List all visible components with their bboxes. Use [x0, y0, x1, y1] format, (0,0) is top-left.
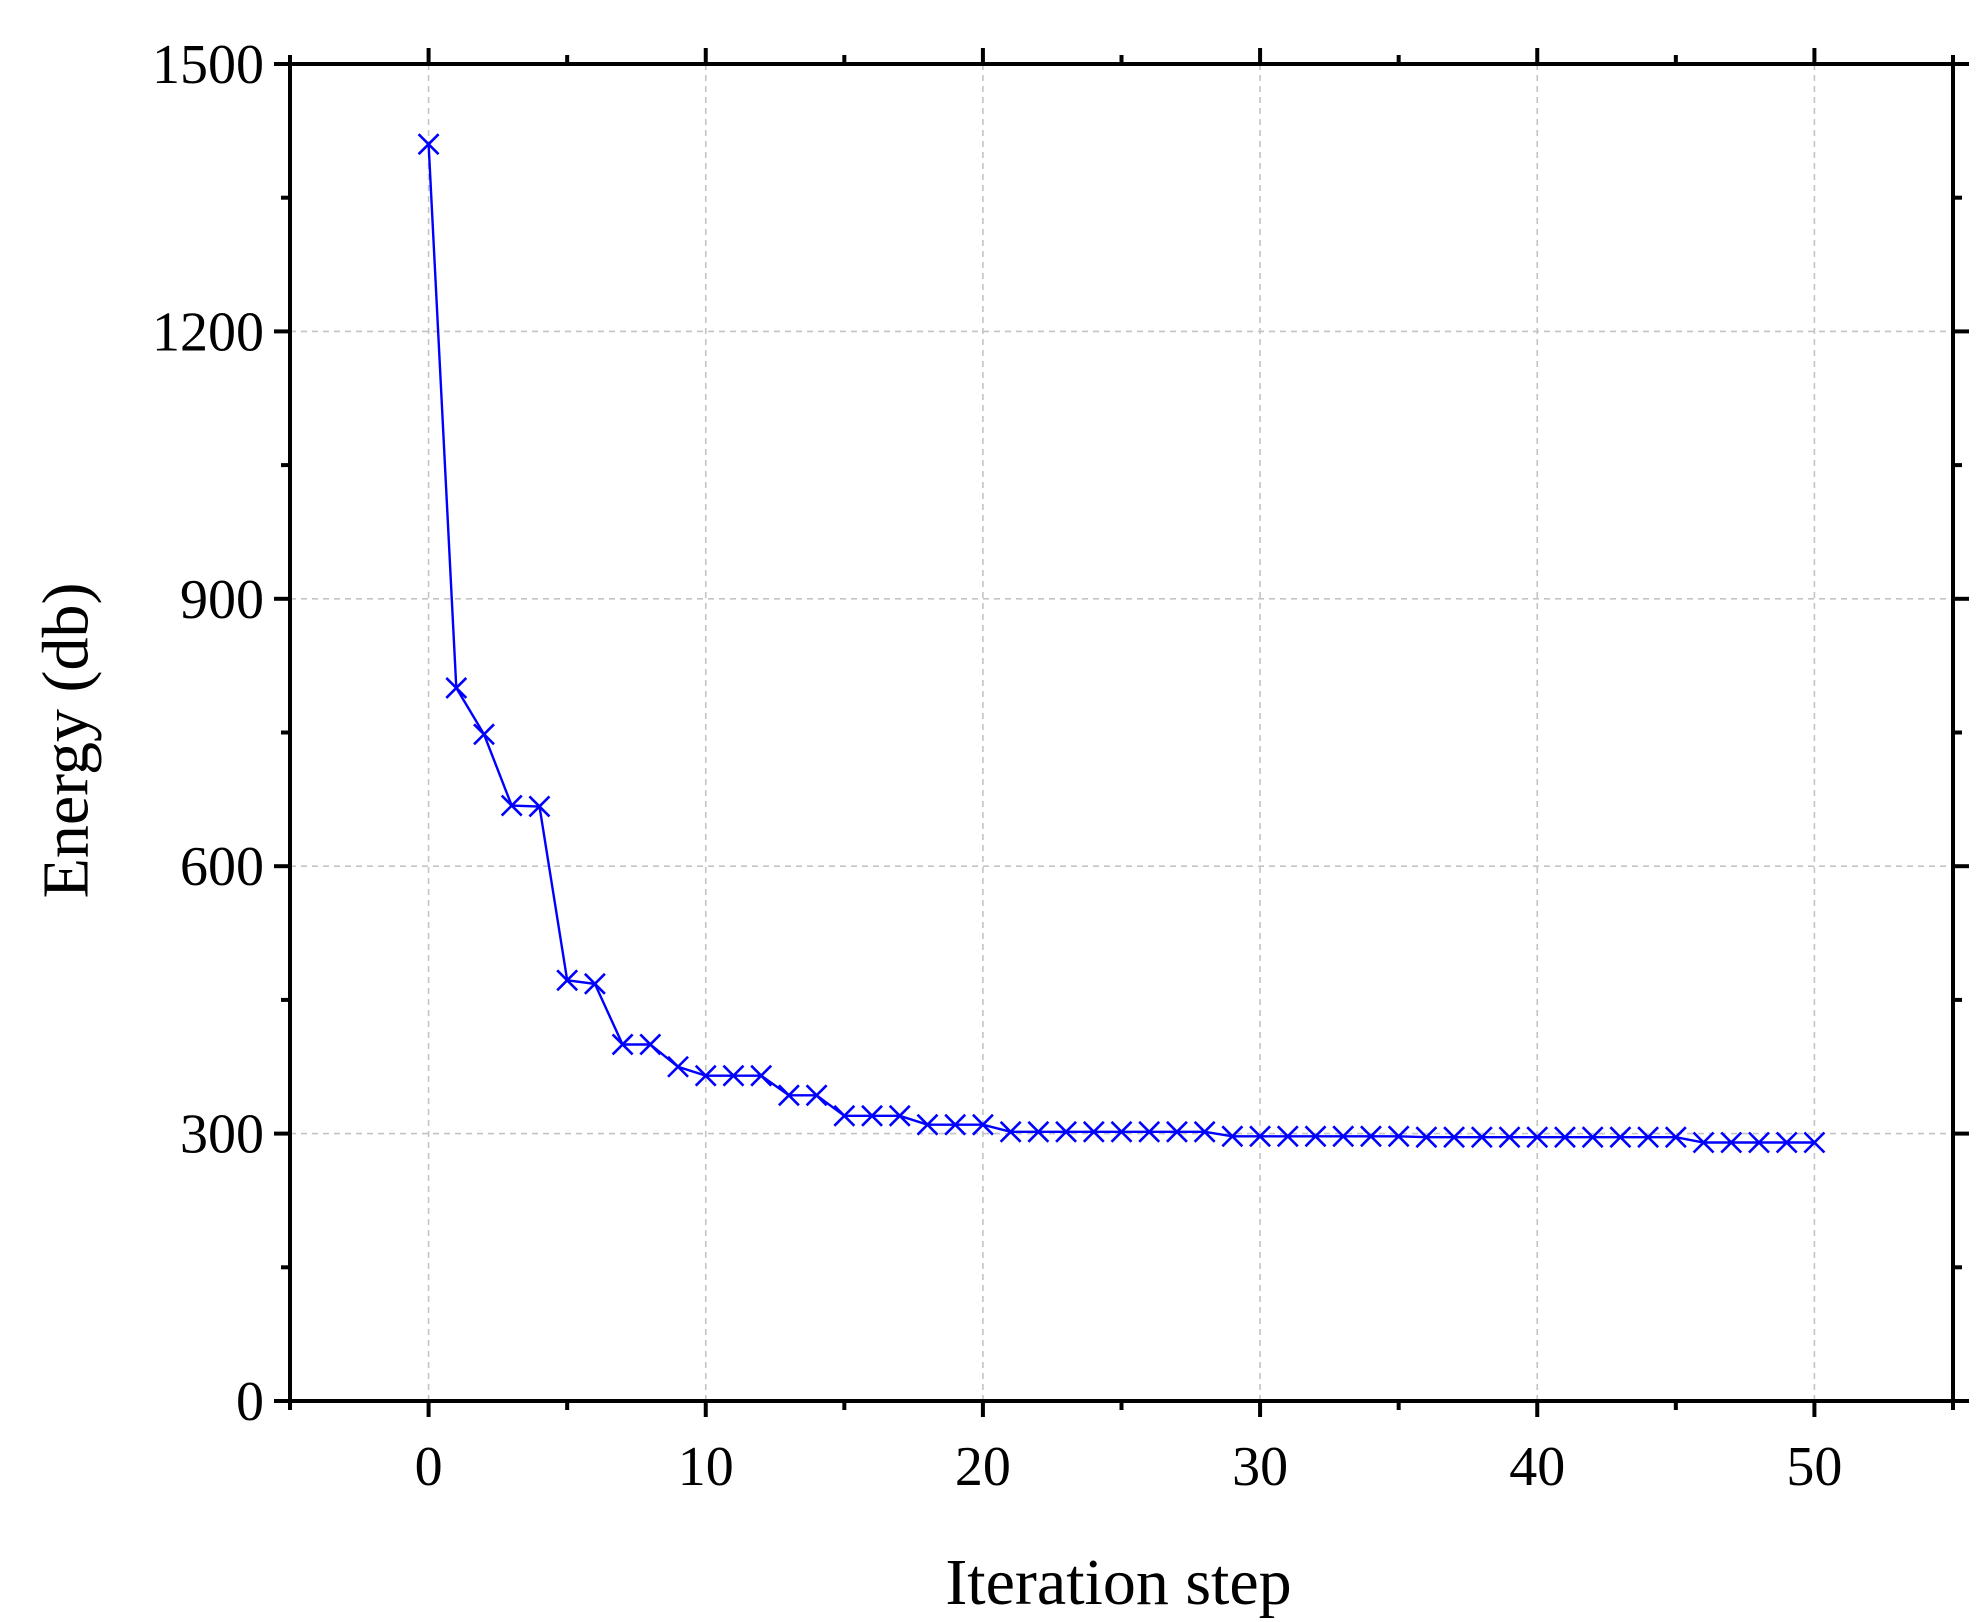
- data-point-marker: [556, 969, 579, 992]
- x-tick-label: 50: [1786, 1436, 1842, 1498]
- data-point-marker: [694, 1064, 717, 1087]
- data-point-marker: [1221, 1125, 1244, 1148]
- data-point-marker: [1498, 1126, 1521, 1149]
- data-point-marker: [1249, 1125, 1272, 1148]
- series-group: [417, 133, 1826, 1154]
- data-point-marker: [722, 1064, 745, 1087]
- data-point-marker: [1803, 1131, 1826, 1154]
- x-tick-label: 10: [678, 1436, 734, 1498]
- data-point-marker: [528, 795, 551, 818]
- data-point-marker: [1415, 1126, 1438, 1149]
- data-point-marker: [888, 1104, 911, 1127]
- data-point-marker: [1748, 1131, 1770, 1154]
- data-point-marker: [611, 1033, 634, 1056]
- data-point-marker: [861, 1104, 883, 1127]
- data-point-marker: [1775, 1131, 1798, 1154]
- series-line: [427, 144, 1815, 1144]
- data-point-marker: [473, 723, 495, 746]
- data-point-marker: [1193, 1120, 1216, 1143]
- data-point-marker: [971, 1113, 994, 1136]
- x-tick-label: 30: [1232, 1436, 1288, 1498]
- data-point-marker: [833, 1104, 856, 1127]
- data-point-marker: [500, 794, 523, 817]
- y-axis-title: Energy (db): [30, 583, 103, 899]
- data-point-marker: [1166, 1120, 1188, 1143]
- data-point-marker: [639, 1033, 662, 1056]
- x-axis-title: Iteration step: [945, 1546, 1291, 1619]
- x-tick-label: 40: [1509, 1436, 1565, 1498]
- data-point-marker: [1609, 1126, 1632, 1149]
- data-point-marker: [1470, 1126, 1493, 1149]
- data-point-marker: [1027, 1120, 1050, 1143]
- data-point-marker: [944, 1113, 967, 1136]
- y-tick-label: 600: [180, 836, 264, 898]
- x-tick-label: 20: [955, 1436, 1011, 1498]
- data-point-marker: [667, 1055, 689, 1078]
- y-tick-label: 1200: [152, 301, 264, 363]
- data-point-marker: [1720, 1131, 1743, 1154]
- data-point-marker: [1110, 1120, 1133, 1143]
- y-tick-label: 300: [180, 1104, 264, 1166]
- tick-labels: 0 10 20 30 40 50 0 300 600 900 1200 1500: [152, 34, 1842, 1498]
- data-point-marker: [1443, 1126, 1466, 1149]
- data-point-marker: [1664, 1126, 1687, 1149]
- data-point-marker: [445, 677, 468, 699]
- axis-ticks: [274, 48, 1969, 1417]
- data-point-marker: [1082, 1120, 1105, 1143]
- data-point-marker: [1055, 1120, 1077, 1143]
- y-tick-label: 1500: [152, 34, 264, 96]
- data-point-marker: [583, 972, 606, 995]
- data-point-marker: [1304, 1125, 1327, 1148]
- data-point-marker: [1138, 1120, 1161, 1143]
- data-point-marker: [1526, 1126, 1549, 1149]
- data-point-marker: [1276, 1125, 1299, 1148]
- data-point-marker: [777, 1084, 800, 1107]
- data-point-marker: [1581, 1126, 1604, 1149]
- grid-lines: [290, 64, 1953, 1401]
- data-point-marker: [750, 1064, 773, 1087]
- y-tick-label: 0: [236, 1371, 264, 1433]
- data-point-marker: [1637, 1126, 1660, 1149]
- data-point-marker: [916, 1113, 939, 1136]
- x-tick-label: 0: [415, 1436, 443, 1498]
- data-point-marker: [1692, 1131, 1715, 1154]
- y-tick-label: 900: [180, 569, 264, 631]
- data-point-marker: [1387, 1125, 1410, 1148]
- data-point-marker: [417, 133, 440, 156]
- data-point-marker: [1360, 1125, 1382, 1148]
- data-point-marker: [999, 1120, 1022, 1143]
- plot-frame: [288, 62, 1955, 1403]
- data-point-marker: [1332, 1125, 1355, 1148]
- data-point-marker: [1554, 1126, 1576, 1149]
- data-point-marker: [805, 1084, 828, 1107]
